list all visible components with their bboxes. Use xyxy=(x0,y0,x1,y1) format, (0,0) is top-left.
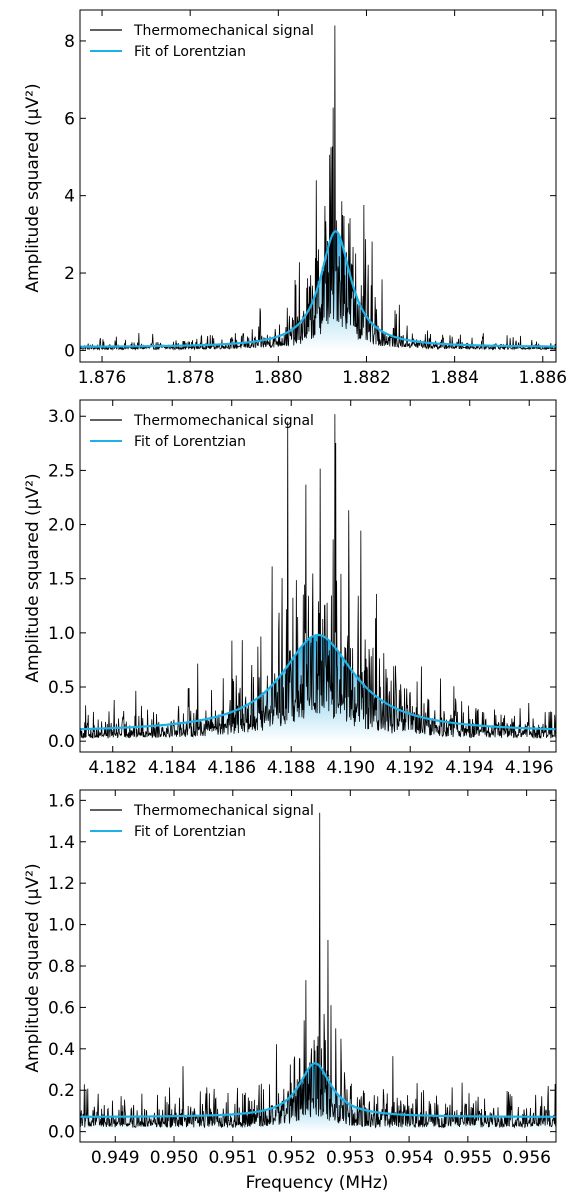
panel-3-signal-line xyxy=(80,812,556,1129)
panel-3-xtick-label: 0.956 xyxy=(502,1148,551,1168)
panel-3-ytick-label: 0.0 xyxy=(48,1123,75,1143)
panel-3-xtick-label: 0.952 xyxy=(267,1148,316,1168)
panel-3-xtick-label: 0.955 xyxy=(444,1148,493,1168)
panel-3-xtick-label: 0.954 xyxy=(385,1148,434,1168)
panel-1-xtick-label: 1.886 xyxy=(518,368,566,388)
panel-2-xtick-label: 4.194 xyxy=(445,758,494,778)
panel-3-ytick-label: 1.0 xyxy=(48,916,75,936)
panel-2-frame xyxy=(79,399,557,753)
panel-1-xtick-label: 1.876 xyxy=(78,368,127,388)
panel-3-ytick-label: 1.2 xyxy=(48,874,75,894)
panel-1-xtick-label: 1.884 xyxy=(430,368,479,388)
panel-1-ytick-label: 2 xyxy=(64,264,75,284)
panel-2-ytick-label: 2.0 xyxy=(48,516,75,536)
panel-3-ytick-label: 0.2 xyxy=(48,1081,75,1101)
panel-3: Amplitude squared (μV²) Frequency (MHz) … xyxy=(23,789,557,1193)
panel-3-xtick-label: 0.951 xyxy=(208,1148,257,1168)
panel-3-ylabel: Amplitude squared (μV²) xyxy=(23,863,43,1072)
panel-1-ytick-label: 8 xyxy=(64,32,75,52)
panel-1-ytick-label: 6 xyxy=(64,109,75,129)
panel-3-xlabel: Frequency (MHz) xyxy=(246,1173,389,1193)
panel-2-xtick-label: 4.188 xyxy=(267,758,316,778)
panel-2-xtick-label: 4.182 xyxy=(88,758,137,778)
panel-1-ylabel: Amplitude squared (μV²) xyxy=(23,83,43,292)
panel-1-ytick-label: 4 xyxy=(64,187,75,207)
panel-3-ytick-label: 0.8 xyxy=(48,957,75,977)
panel-1-legend-fit-label: Fit of Lorentzian xyxy=(134,44,246,60)
panel-2-fit-line xyxy=(80,633,556,731)
panel-2-ytick-label: 3.0 xyxy=(48,407,75,427)
panel-2-legend-fit-label: Fit of Lorentzian xyxy=(134,434,246,450)
panel-1-xtick-label: 1.882 xyxy=(342,368,391,388)
panel-3-legend-fit-label: Fit of Lorentzian xyxy=(134,824,246,840)
panel-3-legend: Thermomechanical signal Fit of Lorentzia… xyxy=(90,803,314,840)
panel-3-legend-signal-label: Thermomechanical signal xyxy=(133,803,314,819)
panel-2-xtick-label: 4.192 xyxy=(386,758,435,778)
panel-1-ytick-label: 0 xyxy=(64,341,75,361)
panel-2-xtick-label: 4.184 xyxy=(148,758,197,778)
panel-1-legend: Thermomechanical signal Fit of Lorentzia… xyxy=(90,23,314,60)
panel-2-legend: Thermomechanical signal Fit of Lorentzia… xyxy=(90,413,314,450)
panel-1-fit-line xyxy=(80,230,556,348)
panel-3-xtick-label: 0.953 xyxy=(326,1148,375,1168)
panel-1: Amplitude squared (μV²) Thermomechanical… xyxy=(23,9,566,388)
panel-2-ytick-label: 1.0 xyxy=(48,624,75,644)
panel-3-ytick-label: 1.6 xyxy=(48,791,75,811)
panel-1-xtick-label: 1.880 xyxy=(254,368,303,388)
panel-2-ytick-label: 2.5 xyxy=(48,461,75,481)
panel-3-xtick-label: 0.949 xyxy=(91,1148,140,1168)
panel-2: Amplitude squared (μV²) Thermomechanical… xyxy=(23,399,557,778)
panel-2-signal-line xyxy=(80,414,556,739)
panel-3-xtick-label: 0.950 xyxy=(150,1148,199,1168)
panel-2-ytick-label: 0.5 xyxy=(48,678,75,698)
panel-1-xtick-label: 1.878 xyxy=(166,368,215,388)
panel-1-legend-signal-label: Thermomechanical signal xyxy=(133,23,314,39)
panel-2-plot: 4.182 4.184 4.186 4.188 4.190 4.192 4.194 4.196… xyxy=(48,399,557,778)
panel-2-ytick-label: 0.0 xyxy=(48,732,75,752)
panel-2-xtick-label: 4.186 xyxy=(207,758,256,778)
panel-3-ytick-label: 0.6 xyxy=(48,998,75,1018)
panel-1-fit-fill xyxy=(80,231,556,351)
panel-2-ytick-label: 1.5 xyxy=(48,570,75,590)
panel-2-legend-signal-label: Thermomechanical signal xyxy=(133,413,314,429)
panel-3-fit-line xyxy=(80,1062,556,1118)
panel-3-plot: 0.949 0.950 0.951 0.952 0.953 0.954 0.955 0.956… xyxy=(48,789,557,1168)
panel-1-frame xyxy=(79,9,557,363)
panel-2-ylabel: Amplitude squared (μV²) xyxy=(23,473,43,682)
panel-2-xtick-label: 4.190 xyxy=(326,758,375,778)
panel-3-ytick-label: 1.4 xyxy=(48,833,75,853)
panel-3-ytick-label: 0.4 xyxy=(48,1040,75,1060)
panel-2-xtick-label: 4.196 xyxy=(505,758,554,778)
panel-1-plot: 1.876 1.878 1.880 1.882 1.884 1.886 0 2 4 6 8 xyxy=(64,9,566,388)
